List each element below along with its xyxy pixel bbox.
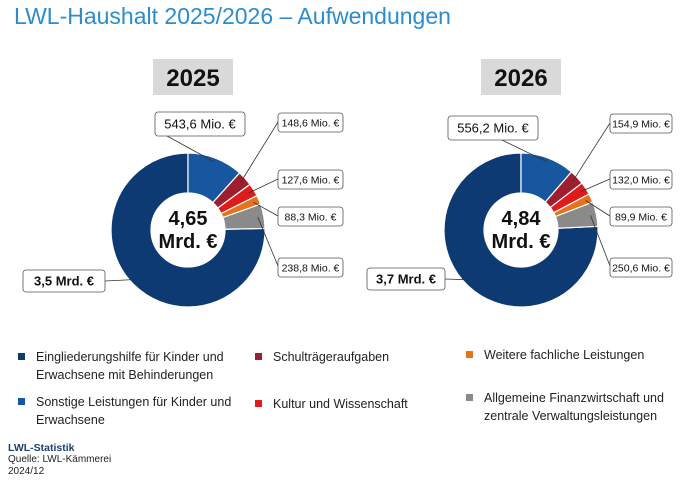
legend-swatch (18, 398, 25, 405)
data-label-allgemeine-leader (590, 215, 611, 267)
data-label-allgemeine-box (609, 257, 673, 278)
legend-item-sonstige: Sonstige Leistungen für Kinder und Erwac… (18, 393, 251, 429)
page-title: LWL-Haushalt 2025/2026 – Aufwendungen (14, 3, 451, 29)
footer-source: Quelle: LWL-Kämmerei (8, 454, 112, 465)
data-label-weitere-text: 88,3 Mio. € (285, 211, 337, 223)
data-label-schultraeger-box (609, 113, 673, 134)
legend-label: Kultur und Wissenschaft (273, 397, 408, 411)
data-label-schultraeger-text: 148,6 Mio. € (282, 117, 340, 129)
legend-label: Eingliederungshilfe für Kinder und Erwac… (36, 350, 224, 382)
legend-item-allgemeine: Allgemeine Finanzwirtschaft und zentrale… (466, 389, 690, 425)
slice-allgemeine (222, 203, 266, 230)
data-label-eingliederungshilfe-box (22, 269, 106, 293)
legend-item-kultur: Kultur und Wissenschaft (255, 395, 488, 413)
data-label-eingliederungshilfe-text: 3,7 Mrd. € (376, 272, 436, 287)
data-label-sonstige-leader (166, 135, 215, 163)
legend-label: Sonstige Leistungen für Kinder und Erwac… (36, 395, 232, 427)
data-label-weitere-box (609, 206, 673, 227)
center-total-unit: Mrd. € (159, 231, 218, 253)
data-label-allgemeine-box (277, 257, 344, 278)
data-label-sonstige-text: 556,2 Mio. € (457, 121, 529, 136)
data-label-weitere-leader (253, 201, 279, 217)
data-label-kultur-leader (248, 178, 279, 194)
chart-title: 2025 (166, 65, 219, 92)
chart-title-box (153, 59, 233, 95)
data-label-allgemeine-leader (257, 217, 279, 267)
data-label-weitere-text: 89,9 Mio. € (615, 211, 667, 223)
data-label-eingliederungshilfe-text: 3,5 Mrd. € (34, 274, 94, 289)
data-label-eingliederungshilfe-leader (104, 278, 140, 282)
data-label-eingliederungshilfe-leader (444, 278, 474, 281)
data-label-schultraeger-leader (240, 121, 279, 183)
data-label-sonstige-box (447, 115, 539, 141)
legend-item-schultraeger: Schulträgeraufgaben (255, 348, 488, 366)
legend-swatch (255, 353, 262, 360)
center-total-unit: Mrd. € (492, 231, 551, 253)
data-label-weitere-leader (585, 200, 611, 217)
data-label-sonstige-leader (501, 139, 547, 162)
data-label-schultraeger-box (277, 112, 344, 133)
chart-title-box (481, 59, 561, 95)
center-total-value: 4,84 (502, 208, 542, 230)
data-label-kultur-box (609, 169, 673, 190)
legend-label: Allgemeine Finanzwirtschaft und zentrale… (484, 391, 664, 423)
data-label-allgemeine-text: 250,6 Mio. € (612, 262, 670, 274)
data-label-sonstige-text: 543,6 Mio. € (164, 117, 236, 132)
data-label-sonstige-box (154, 111, 246, 137)
center-total-value: 4,65 (169, 208, 208, 230)
footer-date: 2024/12 (8, 466, 45, 477)
legend-swatch (18, 353, 25, 360)
data-label-kultur-text: 132,0 Mio. € (612, 174, 670, 186)
legend-label: Weitere fachliche Leistungen (484, 348, 645, 362)
legend-swatch (466, 351, 473, 358)
data-label-allgemeine-text: 238,8 Mio. € (282, 262, 340, 274)
legend-swatch (255, 400, 262, 407)
legend-item-weitere: Weitere fachliche Leistungen (466, 346, 690, 364)
data-label-kultur-text: 127,6 Mio. € (282, 174, 340, 186)
data-label-kultur-leader (580, 178, 611, 192)
chart-title: 2026 (494, 65, 547, 92)
data-label-schultraeger-leader (572, 122, 611, 182)
data-label-schultraeger-text: 154,9 Mio. € (612, 118, 670, 130)
legend-swatch (466, 394, 473, 401)
slice-eingliederungshilfe (110, 152, 266, 308)
footer: LWL-Statistik Quelle: LWL-Kämmerei 2024/… (8, 442, 111, 478)
data-label-weitere-box (277, 206, 344, 227)
legend-label: Schulträgeraufgaben (273, 350, 390, 364)
footer-brand: LWL-Statistik (8, 442, 75, 454)
data-label-eingliederungshilfe-box (366, 267, 446, 291)
data-label-kultur-box (277, 169, 344, 190)
legend-item-eingliederungshilfe: Eingliederungshilfe für Kinder und Erwac… (18, 348, 251, 384)
slice-allgemeine (554, 201, 599, 229)
slice-eingliederungshilfe (443, 152, 599, 308)
